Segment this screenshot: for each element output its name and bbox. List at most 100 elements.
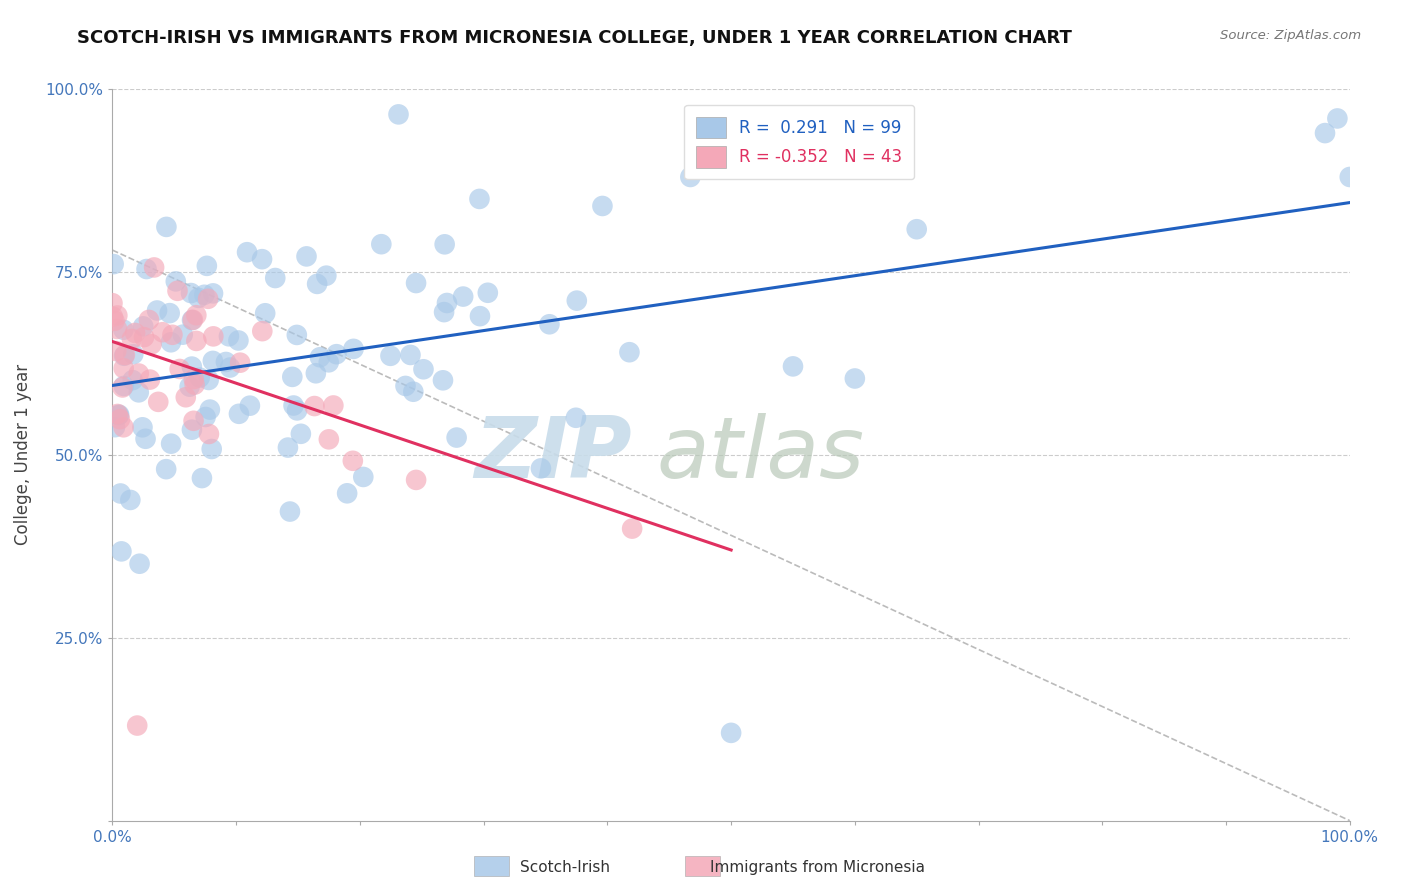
Point [228,407,250,421]
Text: atlas: atlas [657,413,865,497]
Point [436,296,458,310]
Point [181,423,204,437]
Point [229,356,252,370]
Point [619,345,641,359]
Point [188,370,211,384]
Point [202,286,225,301]
Point [315,268,337,283]
Point [101,310,124,324]
Point [565,293,588,308]
Legend: R =  0.291   N = 99, R = -0.352   N = 43: R = 0.291 N = 99, R = -0.352 N = 43 [685,105,914,179]
Point [1326,112,1348,126]
Point [405,276,427,290]
Point [782,359,804,374]
Point [446,431,468,445]
Point [132,319,155,334]
Bar [474,856,509,876]
Point [127,718,149,732]
Point [283,399,305,413]
Point [477,285,499,300]
Point [1339,169,1361,184]
Point [432,373,454,387]
Point [468,309,491,323]
Point [236,245,259,260]
Point [281,370,304,384]
Point [135,432,157,446]
Point [318,433,340,447]
Point [198,427,221,442]
Point [148,395,170,409]
Point [370,237,392,252]
Point [183,414,205,428]
Point [131,420,153,434]
Point [103,257,125,271]
Point [304,399,326,413]
Point [277,441,299,455]
Point [679,169,702,184]
Point [103,314,125,328]
Point [160,335,183,350]
Point [202,329,225,343]
Point [285,327,308,342]
Point [183,372,205,386]
Point [250,252,273,267]
Point [138,313,160,327]
Point [905,222,928,236]
Point [124,326,146,340]
Point [191,471,214,485]
Point [159,306,181,320]
Point [215,355,238,369]
Point [252,324,274,338]
Point [112,323,135,337]
Point [135,262,157,277]
Point [155,219,177,234]
Point [122,347,145,361]
Point [305,366,328,380]
Point [120,492,142,507]
Point [121,332,143,346]
Point [336,486,359,500]
Point [218,329,240,343]
Point [239,399,262,413]
Point [342,454,364,468]
Point [720,726,742,740]
Point [112,349,135,363]
Y-axis label: College, Under 1 year: College, Under 1 year [14,364,31,546]
Point [219,360,242,375]
Point [295,249,318,263]
Point [197,373,219,387]
Point [105,309,128,323]
Text: ZIP: ZIP [474,413,633,497]
Point [844,371,866,385]
Point [108,408,131,422]
Text: Scotch-Irish: Scotch-Irish [520,860,610,874]
Text: SCOTCH-IRISH VS IMMIGRANTS FROM MICRONESIA COLLEGE, UNDER 1 YEAR CORRELATION CHA: SCOTCH-IRISH VS IMMIGRANTS FROM MICRONES… [77,29,1073,47]
Point [112,420,135,434]
Point [160,436,183,450]
Point [139,373,162,387]
Point [166,284,188,298]
Point [104,420,127,434]
Point [107,409,129,423]
Point [114,348,136,362]
Point [108,412,131,426]
Point [394,379,416,393]
Point [538,318,561,332]
Point [110,544,132,558]
Point [165,274,187,288]
Point [201,442,224,456]
Point [172,327,194,342]
Point [254,306,277,320]
Point [181,313,204,327]
Text: Immigrants from Micronesia: Immigrants from Micronesia [710,860,925,874]
Point [132,330,155,344]
Point [451,289,474,303]
Point [290,426,312,441]
Point [128,385,150,400]
Point [201,354,224,368]
Point [105,344,128,359]
Point [318,355,340,369]
Point [107,407,129,421]
Point [197,292,219,306]
Point [468,192,491,206]
